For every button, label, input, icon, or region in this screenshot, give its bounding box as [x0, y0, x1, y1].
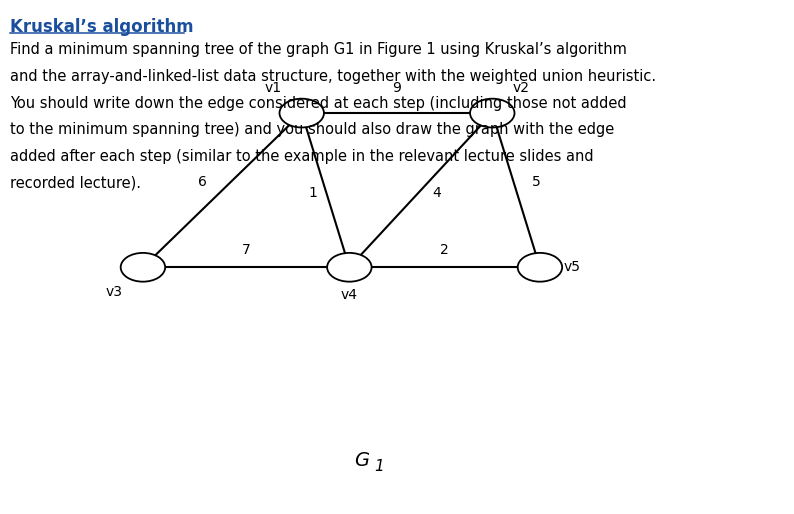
- Text: 1: 1: [374, 458, 384, 474]
- Text: v2: v2: [512, 81, 529, 95]
- Text: recorded lecture).: recorded lecture).: [10, 176, 141, 191]
- Circle shape: [121, 253, 165, 282]
- Text: 7: 7: [241, 243, 251, 257]
- Text: added after each step (similar to the example in the relevant lecture slides and: added after each step (similar to the ex…: [10, 149, 594, 164]
- Text: 2: 2: [440, 243, 449, 257]
- Text: v5: v5: [564, 260, 580, 274]
- Text: 9: 9: [392, 81, 402, 95]
- Circle shape: [279, 99, 324, 127]
- Text: Find a minimum spanning tree of the graph G1 in Figure 1 using Kruskal’s algorit: Find a minimum spanning tree of the grap…: [10, 42, 627, 57]
- Text: to the minimum spanning tree) and you should also draw the graph with the edge: to the minimum spanning tree) and you sh…: [10, 122, 615, 137]
- Text: v3: v3: [106, 285, 123, 299]
- Text: You should write down the edge considered at each step (including those not adde: You should write down the edge considere…: [10, 96, 627, 111]
- Text: 6: 6: [198, 175, 206, 190]
- Text: 1: 1: [309, 186, 318, 200]
- Text: and the array-and-linked-list data structure, together with the weighted union h: and the array-and-linked-list data struc…: [10, 69, 657, 84]
- Circle shape: [518, 253, 562, 282]
- Text: G: G: [353, 451, 369, 469]
- Circle shape: [327, 253, 372, 282]
- Text: 5: 5: [532, 175, 541, 190]
- Text: v4: v4: [341, 288, 358, 302]
- Circle shape: [470, 99, 515, 127]
- Text: 4: 4: [433, 186, 441, 200]
- Text: Kruskal’s algorithm: Kruskal’s algorithm: [10, 18, 194, 36]
- Text: v1: v1: [264, 81, 282, 95]
